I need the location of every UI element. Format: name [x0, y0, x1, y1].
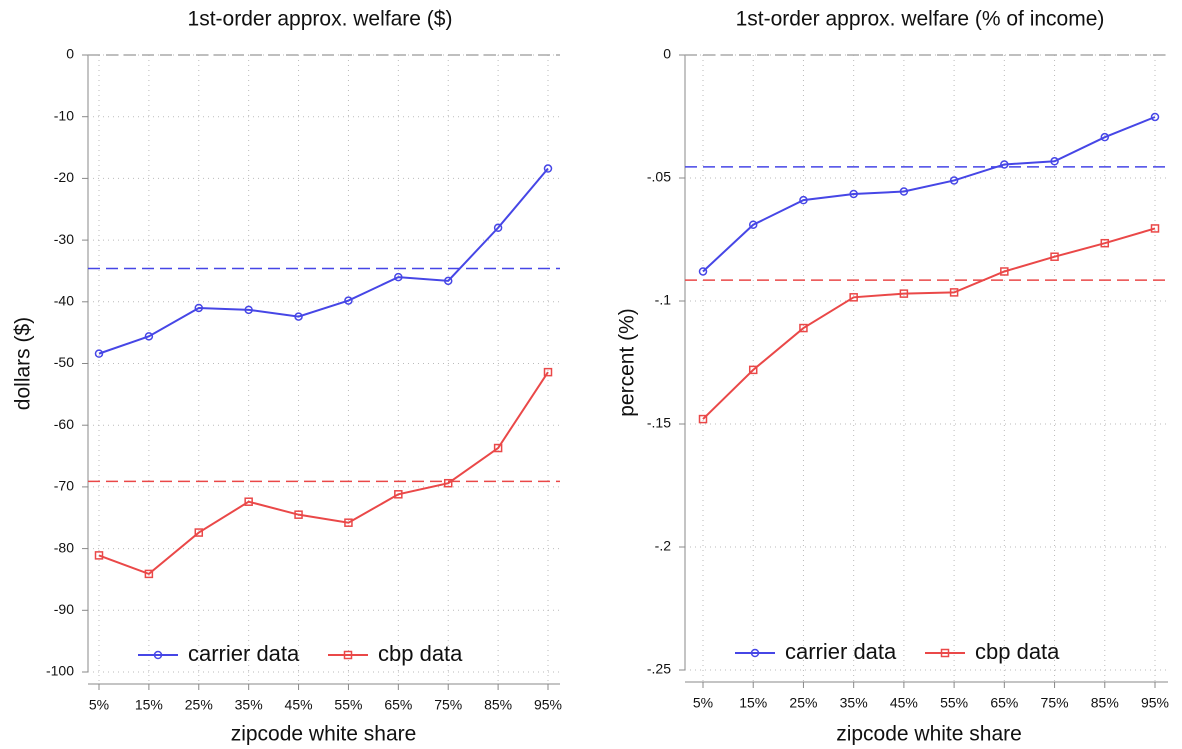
- series-line: [702, 227, 1156, 420]
- x-tick-label: 5%: [89, 697, 109, 713]
- point: [443, 276, 453, 286]
- point: [1000, 160, 1009, 169]
- point: [394, 272, 403, 282]
- x-tick-label: 35%: [840, 695, 868, 711]
- y-tick-label: -100: [46, 663, 74, 679]
- x-tick-label: 15%: [739, 695, 767, 711]
- y-tick-label: -.1: [655, 292, 672, 308]
- point: [849, 293, 858, 302]
- point: [394, 490, 403, 499]
- y-tick-label: -50: [54, 354, 74, 370]
- point: [144, 332, 154, 341]
- point: [344, 296, 353, 305]
- point: [698, 267, 708, 276]
- y-tick-label: -60: [54, 416, 74, 432]
- x-tick-label: 75%: [434, 697, 462, 713]
- x-axis-title: zipcode white share: [836, 723, 1022, 746]
- point: [899, 187, 909, 196]
- point: [1150, 112, 1160, 122]
- point: [294, 510, 303, 519]
- point: [1150, 224, 1160, 233]
- series-line: [98, 371, 549, 576]
- y-tick-label: -10: [54, 107, 74, 123]
- x-tick-label: 15%: [135, 697, 163, 713]
- point: [443, 478, 453, 488]
- point: [1100, 132, 1110, 142]
- x-tick-label: 65%: [990, 695, 1018, 711]
- y-tick-label: 0: [663, 46, 671, 62]
- y-tick-label: -.25: [647, 661, 671, 677]
- x-tick-label: 25%: [789, 695, 817, 711]
- y-tick-label: -30: [54, 231, 74, 247]
- point: [244, 497, 253, 506]
- point: [144, 569, 154, 579]
- y-tick-label: -.05: [647, 169, 671, 185]
- point: [543, 367, 553, 377]
- y-tick-label: 0: [66, 46, 74, 62]
- series-line: [98, 167, 549, 355]
- point: [949, 176, 959, 185]
- x-tick-label: 55%: [334, 697, 362, 713]
- x-tick-label: 75%: [1041, 695, 1069, 711]
- point: [949, 288, 959, 297]
- point: [1100, 238, 1110, 248]
- y-axis-title: percent (%): [616, 308, 639, 417]
- point: [849, 189, 858, 199]
- y-axis-title: dollars ($): [12, 317, 35, 410]
- point: [194, 528, 204, 537]
- y-tick-label: -70: [54, 478, 74, 494]
- x-tick-label: 5%: [693, 695, 713, 711]
- x-tick-label: 95%: [1141, 695, 1169, 711]
- point: [94, 551, 104, 560]
- point: [543, 164, 553, 173]
- y-tick-label: -.2: [655, 538, 672, 554]
- y-tick-label: -40: [54, 293, 74, 309]
- y-tick-label: -80: [54, 539, 74, 555]
- legend-marker: [750, 648, 760, 658]
- point: [1000, 267, 1009, 276]
- point: [194, 303, 204, 313]
- y-tick-label: -90: [54, 601, 74, 617]
- x-tick-label: 45%: [285, 697, 313, 713]
- y-tick-label: -.15: [647, 415, 671, 431]
- point: [748, 365, 758, 375]
- point: [1050, 157, 1059, 166]
- chart-title: 1st-order approx. welfare (% of income): [736, 8, 1105, 31]
- point: [493, 223, 503, 233]
- legend-marker: [940, 648, 950, 658]
- series-line: [702, 116, 1156, 273]
- y-tick-label: -20: [54, 169, 74, 185]
- legend-label: carrier data: [785, 639, 897, 664]
- point: [799, 323, 808, 333]
- point: [1050, 252, 1059, 261]
- point: [344, 518, 353, 527]
- point: [94, 349, 104, 358]
- x-tick-label: 85%: [484, 697, 512, 713]
- x-tick-label: 55%: [940, 695, 968, 711]
- x-tick-label: 45%: [890, 695, 918, 711]
- x-axis-title: zipcode white share: [231, 723, 417, 746]
- point: [748, 220, 758, 229]
- chart-title: 1st-order approx. welfare ($): [188, 8, 453, 31]
- x-tick-label: 65%: [384, 697, 412, 713]
- point: [698, 414, 708, 424]
- point: [899, 289, 909, 298]
- x-tick-label: 85%: [1091, 695, 1119, 711]
- legend-label: cbp data: [378, 641, 463, 666]
- legend-marker: [153, 650, 163, 660]
- x-tick-label: 25%: [185, 697, 213, 713]
- x-tick-label: 95%: [534, 697, 562, 713]
- point: [294, 312, 303, 321]
- legend-marker: [343, 650, 353, 660]
- point: [799, 195, 808, 205]
- x-tick-label: 35%: [235, 697, 263, 713]
- legend-label: cbp data: [975, 639, 1060, 664]
- legend-label: carrier data: [188, 641, 300, 666]
- point: [244, 305, 253, 315]
- point: [493, 443, 503, 453]
